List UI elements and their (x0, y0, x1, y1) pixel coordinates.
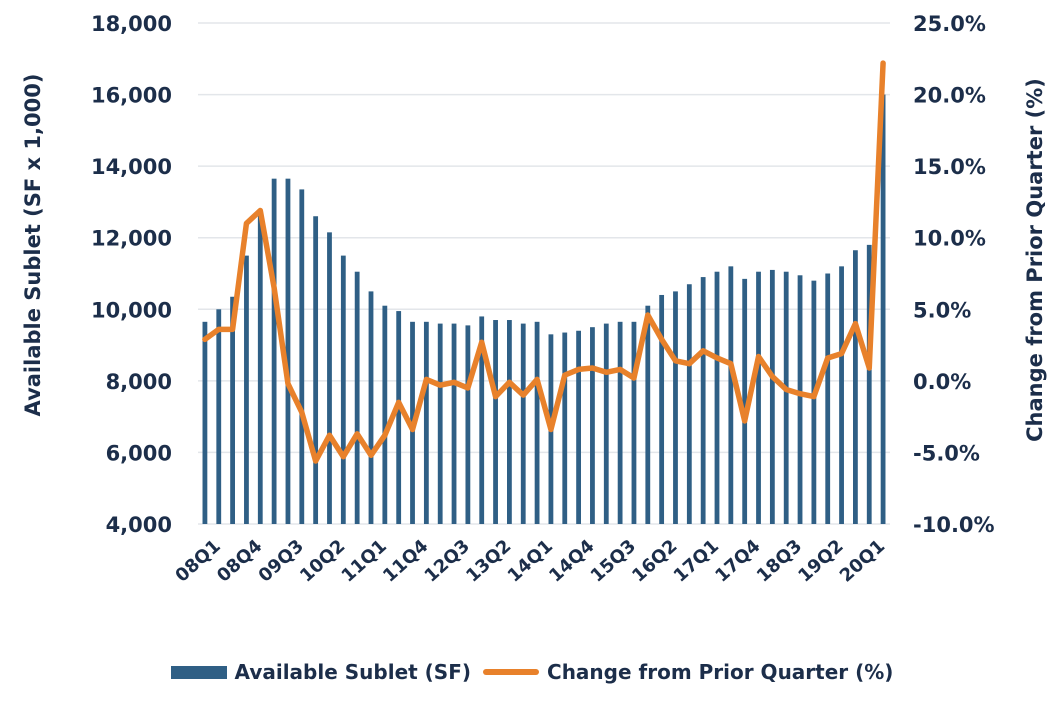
x-tick-label: 18Q3 (753, 536, 806, 587)
right-tick-label: 20.0% (913, 84, 986, 108)
x-tick-label: 11Q1 (338, 536, 391, 587)
bar (562, 332, 568, 524)
bar (534, 321, 540, 524)
bar (465, 325, 471, 524)
x-tick-label: 16Q2 (628, 536, 681, 587)
right-tick-label: 25.0% (913, 12, 986, 36)
bar (769, 269, 775, 524)
bar (603, 323, 609, 524)
right-tick-label: 15.0% (913, 155, 986, 179)
x-tick-label: 17Q4 (711, 536, 764, 587)
bar (576, 330, 581, 524)
bar (756, 271, 761, 524)
right-tick-label: 5.0% (913, 298, 971, 322)
bar (645, 305, 651, 524)
x-tick-label: 08Q1 (171, 536, 224, 587)
bar (866, 244, 872, 524)
legend-item-sublet: Available Sublet (SF) (170, 660, 472, 684)
bar (617, 321, 623, 524)
x-tick-label: 08Q4 (213, 536, 266, 587)
right-tick-label: 10.0% (913, 227, 986, 251)
left-tick-label: 12,000 (91, 227, 172, 251)
legend-label-change: Change from Prior Quarter (%) (547, 660, 894, 684)
bar (354, 271, 360, 524)
bar (313, 216, 319, 524)
x-tick-label: 12Q3 (421, 536, 474, 587)
left-tick-label: 8,000 (106, 370, 172, 394)
bar (437, 323, 443, 524)
bar (728, 266, 734, 524)
legend-bar-swatch (170, 665, 227, 679)
x-tick-label: 14Q1 (504, 536, 557, 587)
chart: 4,000 6,000 8,000 10,000 12,000 14,000 16,000 1… (21, 12, 1047, 587)
bar (590, 327, 595, 524)
left-tick-label: 6,000 (106, 441, 172, 465)
right-axis-ticks: -10.0% -5.0% 0.0% 5.0% 10.0% 15.0% 20.0% 25.0% (913, 12, 995, 537)
x-tick-label: 14Q4 (545, 536, 598, 587)
bar (700, 277, 706, 524)
legend: Available Sublet (SF) Change from Prior … (0, 660, 1064, 684)
left-axis-ticks: 4,000 6,000 8,000 10,000 12,000 14,000 16,000 1… (91, 12, 172, 537)
bar (216, 309, 222, 524)
left-tick-label: 10,000 (91, 298, 172, 322)
x-tick-label: 20Q1 (836, 536, 889, 587)
left-tick-label: 18,000 (91, 12, 172, 36)
x-tick-label: 15Q3 (587, 536, 640, 587)
bar (839, 266, 844, 524)
bar (244, 255, 249, 524)
line-series (202, 60, 886, 464)
bar (825, 273, 831, 524)
bar (230, 296, 235, 524)
bar (451, 323, 457, 524)
left-tick-label: 4,000 (106, 513, 172, 537)
bar (299, 189, 305, 524)
bar (382, 305, 388, 524)
bar (202, 321, 208, 524)
bar (396, 311, 402, 524)
right-tick-label: -10.0% (913, 513, 995, 537)
bar (507, 320, 512, 524)
legend-line-swatch (483, 669, 540, 675)
bar (423, 321, 429, 524)
bar (797, 275, 803, 524)
legend-label-sublet: Available Sublet (SF) (234, 660, 472, 684)
right-tick-label: 0.0% (913, 370, 971, 394)
bar (742, 278, 748, 524)
x-tick-label: 10Q2 (296, 536, 349, 587)
x-tick-label: 19Q2 (794, 536, 847, 587)
bar (520, 323, 526, 524)
bar-series (202, 94, 886, 525)
left-tick-label: 14,000 (91, 155, 172, 179)
bar (880, 94, 886, 525)
bar (853, 250, 858, 524)
bar (285, 178, 291, 525)
x-tick-label: 13Q2 (462, 536, 515, 587)
left-tick-label: 16,000 (91, 84, 172, 108)
bar (811, 280, 817, 524)
left-axis-title: Available Sublet (SF x 1,000) (21, 74, 45, 417)
bar (659, 294, 665, 524)
right-axis-title: Change from Prior Quarter (%) (1023, 78, 1047, 442)
x-tick-label: 17Q1 (670, 536, 723, 587)
bar (673, 291, 678, 524)
change-line (202, 60, 886, 464)
bar (479, 316, 485, 524)
legend-item-change: Change from Prior Quarter (%) (483, 660, 893, 684)
bar (493, 320, 498, 524)
bar (631, 321, 637, 524)
bar (257, 210, 263, 524)
bar (327, 232, 332, 524)
x-axis-ticks: 08Q108Q409Q310Q211Q111Q412Q313Q214Q114Q4… (171, 536, 889, 587)
x-tick-label: 09Q3 (255, 536, 308, 587)
x-tick-label: 11Q4 (379, 536, 432, 587)
bar (686, 284, 692, 524)
bar (368, 291, 374, 524)
bar (783, 271, 789, 524)
bar (340, 255, 346, 524)
bar (271, 178, 277, 525)
bar (714, 271, 720, 524)
right-tick-label: -5.0% (913, 441, 980, 465)
